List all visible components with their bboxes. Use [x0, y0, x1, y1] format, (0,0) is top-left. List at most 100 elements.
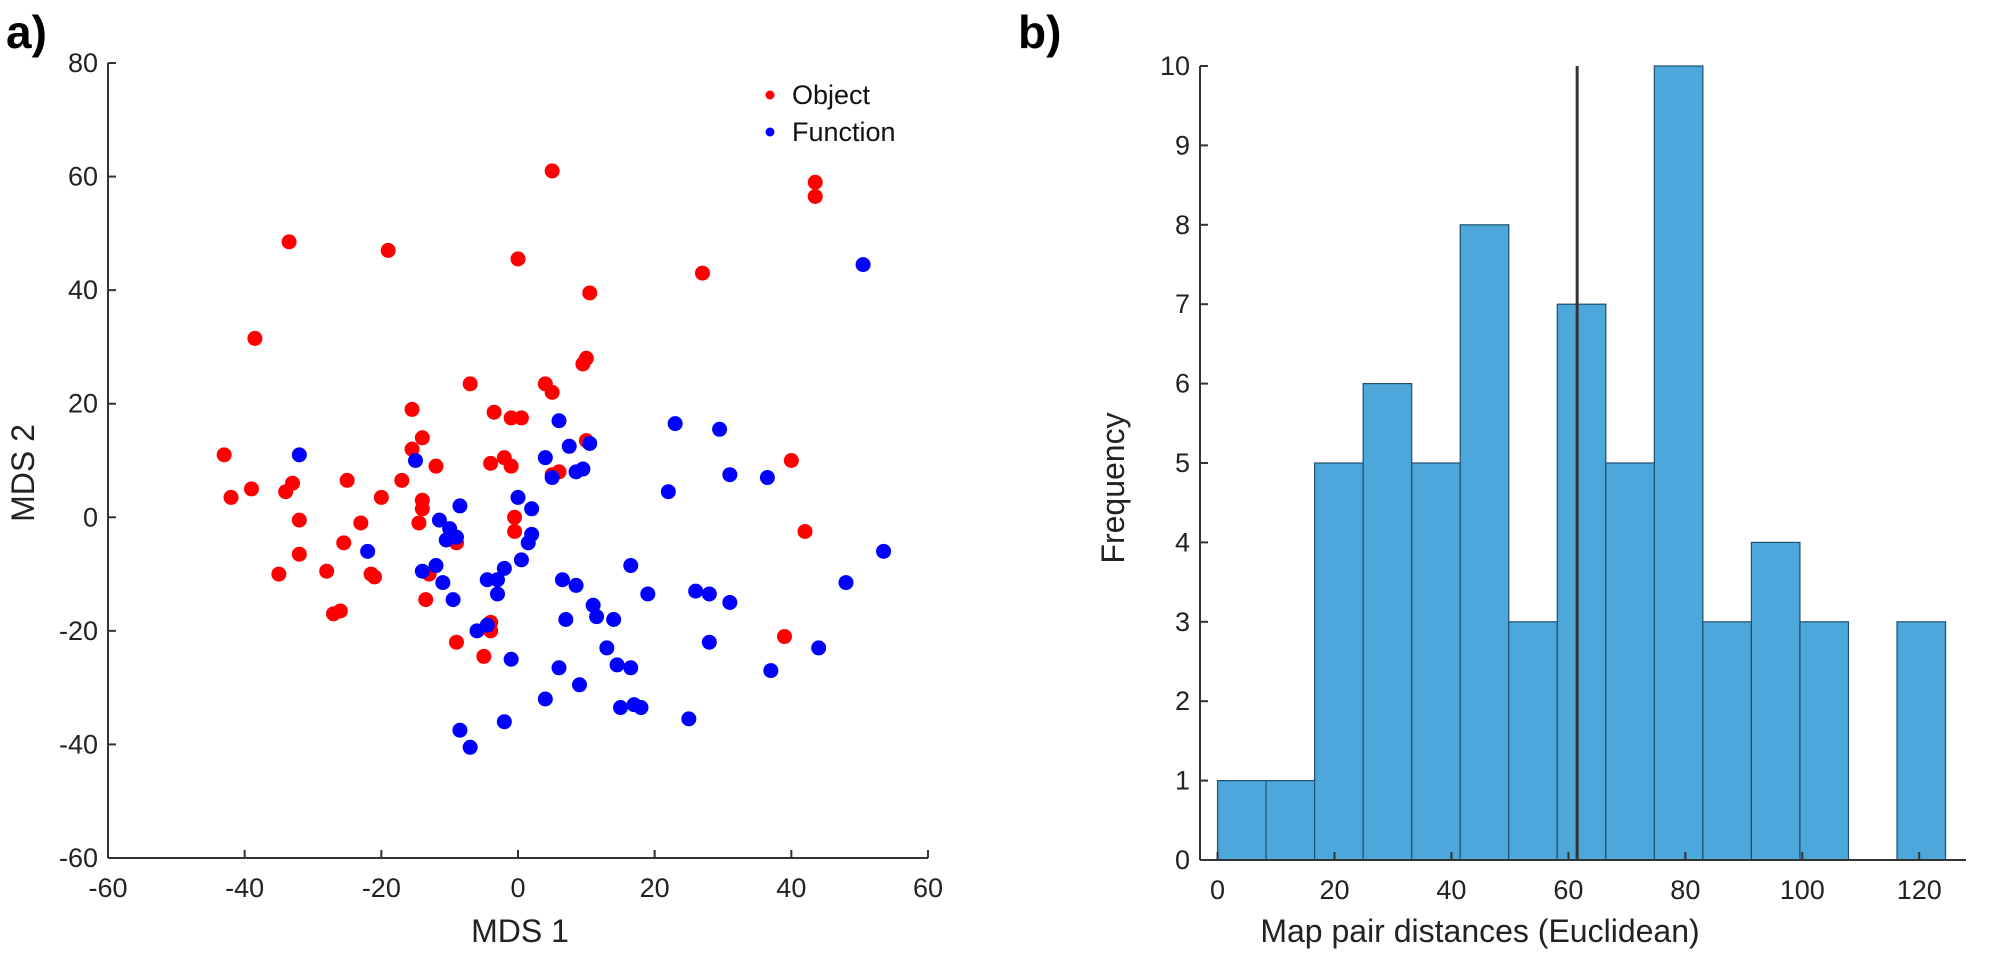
point-object — [582, 285, 598, 301]
point-function — [599, 640, 615, 656]
x-tick-label-a: -20 — [362, 873, 401, 903]
x-tick-label-a: -40 — [225, 873, 264, 903]
point-object — [777, 629, 792, 645]
point-object — [414, 430, 430, 446]
scatter-axes: -60 -40 -20 0 20 40 60 -60 -40 -20 0 20 40 60 80 — [59, 48, 943, 903]
point-function — [606, 612, 622, 627]
point-function — [759, 470, 775, 486]
y-tick-label-b: 6 — [1175, 369, 1190, 399]
point-function — [479, 572, 495, 588]
point-function — [462, 739, 478, 755]
point-object — [380, 242, 396, 258]
y-tick-label-a: -40 — [59, 729, 98, 759]
point-function — [510, 489, 526, 505]
point-object — [476, 648, 492, 664]
histogram-bar — [1605, 462, 1655, 861]
point-function — [291, 447, 307, 463]
point-object — [281, 234, 297, 250]
point-object — [797, 523, 813, 539]
point-object — [411, 515, 427, 531]
point-function — [435, 575, 451, 591]
point-function — [537, 450, 553, 466]
histogram-bar — [1362, 383, 1413, 861]
point-object — [783, 453, 799, 468]
point-object — [332, 603, 348, 619]
point-function — [496, 560, 512, 576]
point-object — [544, 384, 560, 400]
point-function — [660, 484, 676, 500]
y-tick-label-b: 7 — [1175, 289, 1190, 319]
x-axis-label-b: Map pair distances (Euclidean) — [1260, 913, 1699, 949]
legend-label-function: Function — [792, 117, 896, 147]
point-object — [367, 569, 382, 585]
y-tick-label-b: 9 — [1175, 130, 1190, 160]
point-function — [575, 461, 591, 477]
point-function — [503, 651, 519, 667]
point-function — [568, 577, 584, 593]
point-object — [544, 163, 560, 179]
histogram-bar — [1411, 462, 1461, 861]
histogram-axes: 0 20 40 60 80 100 120 0 1 2 3 4 5 6 7 8 9 10 — [1160, 51, 1966, 905]
point-function — [667, 416, 683, 432]
point-function — [431, 512, 447, 528]
point-function — [722, 467, 738, 483]
point-object — [483, 455, 499, 471]
point-object — [503, 458, 519, 474]
x-tick-label-a: 0 — [510, 873, 525, 903]
x-tick-label-a: 60 — [913, 873, 943, 903]
point-function — [613, 700, 628, 716]
point-function — [490, 586, 505, 602]
point-function — [452, 498, 468, 514]
y-tick-label-b: 2 — [1175, 686, 1190, 716]
histogram-bar — [1556, 303, 1607, 861]
y-tick-label-a: 80 — [68, 48, 98, 78]
histogram-bar — [1459, 224, 1510, 861]
x-tick-label-b: 60 — [1553, 875, 1583, 905]
point-object — [247, 330, 263, 346]
point-object — [291, 546, 307, 562]
point-function — [554, 572, 570, 588]
point-object — [513, 410, 529, 426]
point-function — [623, 660, 639, 676]
histogram-bar — [1702, 621, 1753, 861]
y-tick-label-b: 10 — [1160, 51, 1190, 81]
x-tick-label-b: 20 — [1319, 875, 1349, 905]
legend-marker-object — [765, 90, 775, 100]
x-tick-label-b: 40 — [1436, 875, 1466, 905]
point-function — [589, 609, 605, 625]
point-function — [855, 257, 871, 273]
point-object — [339, 472, 355, 488]
point-function — [551, 413, 567, 429]
point-object — [319, 563, 335, 579]
y-axis-label-b: Frequency — [1095, 412, 1131, 563]
scatter-points — [216, 163, 892, 755]
histogram-bar — [1265, 779, 1316, 861]
histogram-bars — [1216, 65, 1947, 861]
point-object — [394, 472, 410, 488]
y-axis-label-a: MDS 2 — [5, 424, 41, 522]
point-function — [544, 470, 560, 486]
point-function — [712, 421, 728, 437]
point-function — [490, 572, 505, 588]
point-object — [807, 174, 823, 190]
y-tick-label-b: 8 — [1175, 210, 1190, 240]
point-function — [524, 526, 540, 542]
x-tick-label-b: 120 — [1897, 875, 1942, 905]
point-function — [811, 640, 827, 656]
point-function — [445, 592, 461, 608]
y-tick-label-a: -20 — [59, 616, 98, 646]
point-object — [428, 458, 444, 474]
y-tick-label-a: 20 — [68, 389, 98, 419]
point-object — [216, 447, 232, 463]
point-object — [244, 481, 259, 497]
point-object — [404, 441, 420, 457]
point-function — [360, 543, 376, 559]
point-function — [876, 543, 892, 559]
point-function — [537, 691, 553, 707]
point-function — [582, 435, 598, 451]
point-object — [503, 410, 519, 426]
histogram-bar — [1216, 779, 1267, 861]
point-object — [486, 404, 502, 420]
histogram-bar — [1896, 621, 1947, 861]
